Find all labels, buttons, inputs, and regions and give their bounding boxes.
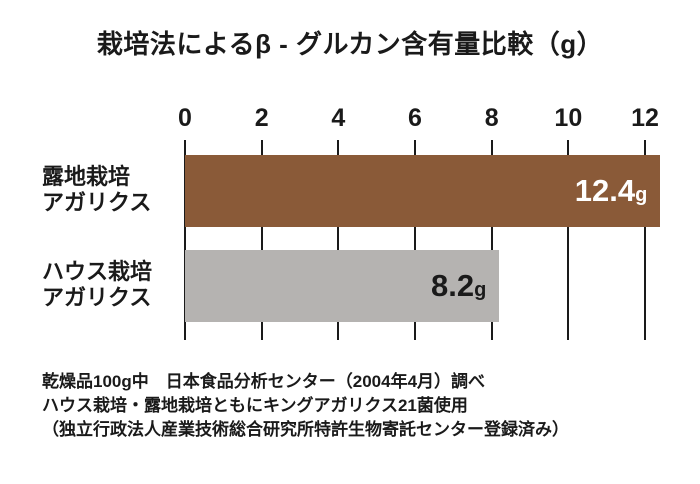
- gridline: [567, 140, 570, 340]
- gridline: [337, 140, 340, 340]
- gridline: [490, 140, 493, 340]
- gridline: [260, 140, 263, 340]
- value-label: 12.4g: [575, 173, 648, 209]
- x-tick-label: 0: [178, 104, 192, 132]
- gridline: [184, 140, 186, 340]
- value-unit: g: [635, 184, 648, 206]
- value-label: 8.2g: [431, 268, 486, 304]
- x-tick-label: 6: [408, 104, 422, 132]
- x-tick-label: 8: [484, 104, 499, 132]
- plot-area: 12.4g 8.2g: [184, 140, 661, 340]
- x-tick-label: 12: [631, 104, 659, 132]
- category-line: 露地栽培: [42, 164, 131, 189]
- category-label-greenhouse: ハウス栽培 アガリクス: [42, 259, 152, 311]
- gridline: [644, 140, 646, 340]
- gridline: [414, 140, 416, 340]
- value-number: 12.4: [574, 173, 636, 208]
- chart-title: 栽培法によるβ - グルカン含有量比較（g）: [96, 29, 604, 59]
- bar-open-field: 12.4g: [185, 155, 661, 227]
- category-line: ハウス栽培: [42, 259, 153, 284]
- category-line: アガリクス: [42, 285, 152, 310]
- value-unit: g: [474, 279, 487, 301]
- x-tick-label: 4: [331, 104, 346, 132]
- category-label-open-field: 露地栽培 アガリクス: [42, 164, 151, 216]
- bar-greenhouse: 8.2g: [185, 250, 500, 322]
- value-number: 8.2: [431, 268, 475, 303]
- footnote-line: 乾燥品100g中 日本食品分析センター（2004年4月）調べ: [42, 372, 486, 391]
- footnote-line: （独立行政法人産業技術総合研究所特許生物寄託センター登録済み）: [42, 420, 569, 439]
- footnotes: 乾燥品100g中 日本食品分析センター（2004年4月）調べ ハウス栽培・露地栽…: [42, 370, 569, 442]
- footnote-line: ハウス栽培・露地栽培ともにキングアガリクス21菌使用: [42, 396, 468, 415]
- x-tick-label: 2: [254, 104, 269, 132]
- x-tick-label: 10: [554, 104, 583, 132]
- x-axis-ticks: 0 2 4 6 8 10 12: [178, 104, 659, 136]
- category-line: アガリクス: [42, 190, 152, 215]
